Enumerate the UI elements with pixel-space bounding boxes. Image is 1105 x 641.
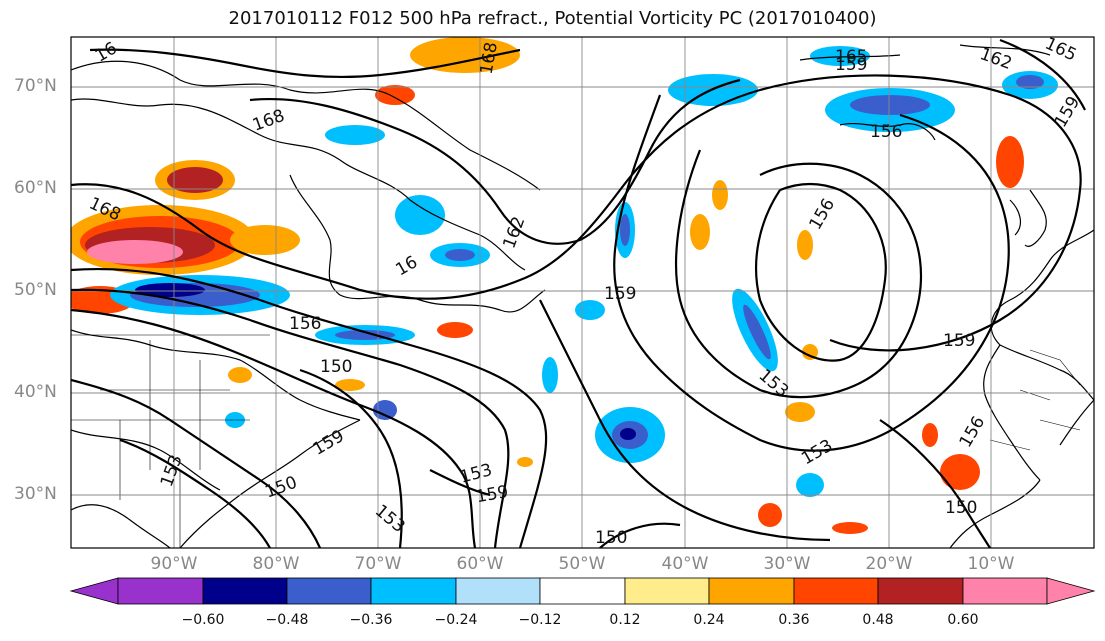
contour-label: 159 — [835, 55, 867, 75]
lon-label: 40°W — [661, 554, 709, 574]
lon-label: 90°W — [150, 554, 198, 574]
contour-label: 150 — [945, 498, 977, 518]
colorbar-segment — [539, 577, 626, 605]
lon-label: 50°W — [558, 554, 606, 574]
colorbar — [69, 577, 1096, 605]
colorbar-segment — [69, 577, 119, 605]
colorbar-tick-label: −0.24 — [434, 612, 478, 628]
map-plot-area: 162 165 168 168 159 168 156 159 159 156 … — [71, 37, 1094, 548]
colorbar-tick-label: 0.12 — [609, 612, 641, 628]
colorbar-segment — [455, 577, 541, 605]
colorbar-segment — [1046, 577, 1096, 605]
height-contours — [71, 38, 1086, 548]
colorbar-segment — [286, 577, 372, 605]
lat-label: 60°N — [14, 178, 57, 198]
colorbar-tick-label: 0.48 — [862, 612, 894, 628]
lat-label: 50°N — [14, 280, 57, 300]
colorbar-tick-label: 0.36 — [778, 612, 810, 628]
colorbar-tick-label: −0.36 — [349, 612, 393, 628]
contour-label: 156 — [289, 314, 321, 334]
lat-label: 30°N — [14, 484, 57, 504]
coastlines — [71, 44, 1094, 548]
contour-label: 150 — [595, 528, 627, 548]
colorbar-tick-label: 0.60 — [947, 612, 979, 628]
map-title: 2017010112 F012 500 hPa refract., Potent… — [228, 8, 877, 29]
contour-label: 156 — [870, 122, 902, 142]
colorbar-segment — [624, 577, 710, 605]
colorbar-tick-label: −0.12 — [518, 612, 562, 628]
colorbar-tick-label: 0.24 — [693, 612, 725, 628]
lon-label: 70°W — [354, 554, 402, 574]
colorbar-segment — [202, 577, 288, 605]
lon-label: 30°W — [763, 554, 811, 574]
lon-label: 20°W — [865, 554, 913, 574]
pv-negative-fills — [110, 46, 1058, 497]
colorbar-tick-label: −0.48 — [265, 612, 309, 628]
colorbar-tick-label: −0.60 — [181, 612, 225, 628]
lon-label: 10°W — [967, 554, 1015, 574]
political-borders — [71, 334, 1081, 548]
colorbar-segment — [117, 577, 204, 605]
colorbar-segment — [962, 577, 1048, 605]
colorbar-segment — [793, 577, 879, 605]
colorbar-segment — [877, 577, 964, 605]
lon-label: 60°W — [456, 554, 504, 574]
colorbar-segment — [708, 577, 795, 605]
map-frame — [70, 36, 1095, 549]
contour-label: 150 — [320, 357, 352, 377]
contour-label: 159 — [943, 331, 975, 351]
contour-label: 159 — [604, 284, 636, 304]
colorbar-segment — [370, 577, 457, 605]
pv-positive-fills — [71, 37, 1024, 534]
lon-label: 80°W — [252, 554, 300, 574]
lat-label: 70°N — [14, 76, 57, 96]
lat-label: 40°N — [14, 382, 57, 402]
contour-label: 165 — [835, 47, 867, 67]
